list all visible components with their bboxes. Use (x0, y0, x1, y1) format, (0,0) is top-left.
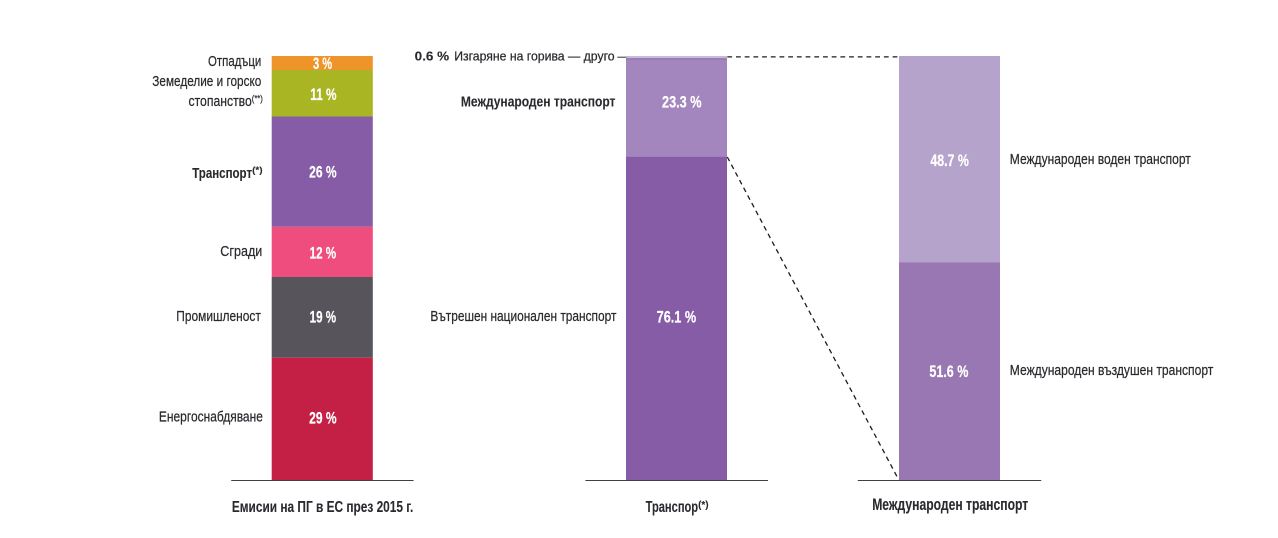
svg-text:Сгради: Сгради (220, 243, 262, 260)
svg-text:Земеделие и горско: Земеделие и горско (152, 73, 261, 90)
svg-text:Изгаряне на горива — друго: Изгаряне на горива — друго (454, 50, 614, 64)
svg-text:Промишленост: Промишленост (176, 308, 261, 325)
svg-text:12 %: 12 % (310, 244, 337, 263)
svg-text:19 %: 19 % (310, 307, 337, 326)
svg-text:Международен въздушен транспор: Международен въздушен транспорт (1010, 362, 1214, 379)
svg-text:Международен транспорт: Международен транспорт (872, 496, 1028, 514)
svg-text:Емисии на ПГ в ЕС през 2015 г.: Емисии на ПГ в ЕС през 2015 г. (232, 499, 414, 516)
svg-text:стопанство(**): стопанство(**) (189, 93, 263, 110)
svg-text:48.7 %: 48.7 % (930, 151, 969, 170)
svg-text:Отпадъци: Отпадъци (208, 53, 261, 70)
svg-text:Енергоснабдяване: Енергоснабдяване (159, 409, 263, 426)
svg-text:11 %: 11 % (310, 85, 336, 104)
svg-text:29 %: 29 % (309, 409, 337, 428)
svg-text:0.6 %: 0.6 % (415, 50, 450, 64)
svg-text:Международен транспорт: Международен транспорт (461, 93, 616, 110)
svg-text:Транспор(*): Транспор(*) (646, 499, 709, 516)
svg-text:51.6 %: 51.6 % (929, 362, 968, 381)
svg-text:Транспорт(*): Транспорт(*) (192, 165, 262, 182)
svg-text:3 %: 3 % (313, 54, 332, 73)
svg-text:76.1 %: 76.1 % (657, 308, 697, 327)
svg-text:Международен воден транспорт: Международен воден транспорт (1010, 151, 1191, 168)
svg-text:26 %: 26 % (309, 163, 337, 182)
svg-text:23.3 %: 23.3 % (662, 93, 702, 112)
svg-text:Вътрешен национален транспорт: Вътрешен национален транспорт (430, 308, 616, 325)
